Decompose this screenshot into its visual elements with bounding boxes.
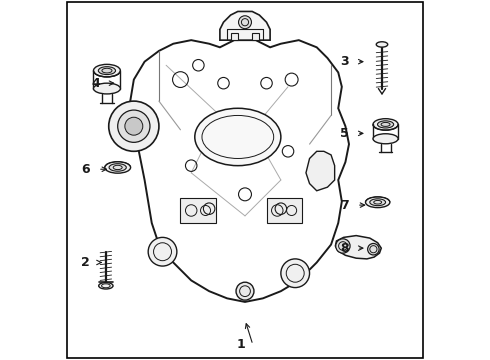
Ellipse shape — [94, 83, 121, 94]
Polygon shape — [220, 12, 270, 40]
Text: 8: 8 — [341, 242, 349, 255]
Circle shape — [125, 117, 143, 135]
Ellipse shape — [98, 283, 113, 289]
Polygon shape — [267, 198, 302, 223]
Ellipse shape — [105, 162, 131, 173]
Ellipse shape — [109, 164, 126, 171]
Circle shape — [368, 243, 379, 255]
Polygon shape — [180, 198, 216, 223]
Circle shape — [281, 259, 310, 288]
Ellipse shape — [373, 134, 398, 144]
Polygon shape — [335, 235, 381, 259]
Text: 2: 2 — [81, 256, 90, 269]
Ellipse shape — [94, 64, 121, 77]
Polygon shape — [231, 33, 238, 40]
Ellipse shape — [195, 108, 281, 166]
Text: 3: 3 — [341, 55, 349, 68]
Circle shape — [236, 282, 254, 300]
Text: 1: 1 — [236, 338, 245, 351]
Circle shape — [118, 110, 150, 142]
Ellipse shape — [98, 67, 116, 75]
Polygon shape — [130, 40, 349, 302]
Text: 4: 4 — [91, 77, 100, 90]
Text: 6: 6 — [81, 163, 90, 176]
Ellipse shape — [373, 119, 398, 130]
Ellipse shape — [366, 197, 390, 208]
Ellipse shape — [377, 121, 393, 128]
Circle shape — [239, 16, 251, 29]
Circle shape — [148, 237, 177, 266]
Text: 5: 5 — [340, 127, 349, 140]
Circle shape — [336, 239, 350, 253]
Polygon shape — [252, 33, 259, 40]
Ellipse shape — [370, 199, 386, 206]
Ellipse shape — [376, 42, 388, 47]
Polygon shape — [306, 151, 335, 191]
Circle shape — [109, 101, 159, 151]
Text: 7: 7 — [340, 199, 349, 212]
